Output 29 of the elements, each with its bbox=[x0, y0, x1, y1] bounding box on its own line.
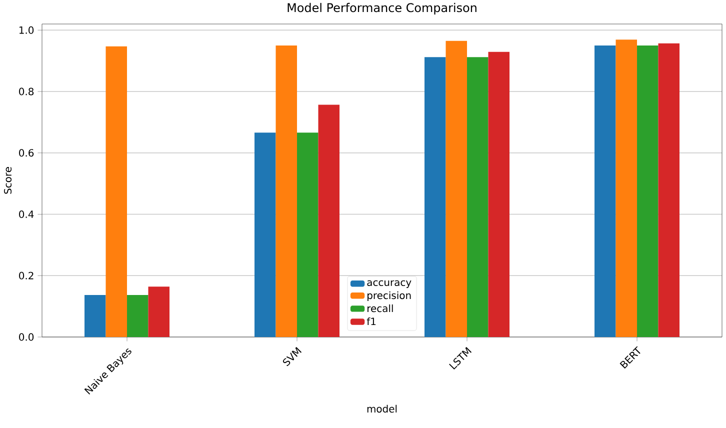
y-tick-label: 0.0 bbox=[19, 333, 34, 341]
bar bbox=[148, 286, 170, 337]
y-tick-label: 0.2 bbox=[19, 272, 34, 280]
bar bbox=[594, 45, 616, 337]
bar bbox=[424, 57, 446, 337]
bar bbox=[658, 43, 680, 337]
bar bbox=[84, 294, 106, 337]
bar bbox=[446, 40, 468, 337]
bar bbox=[616, 40, 638, 337]
legend-label: recall bbox=[368, 304, 393, 312]
bar bbox=[318, 104, 340, 337]
bar bbox=[637, 45, 658, 337]
bar bbox=[276, 45, 298, 337]
bar bbox=[106, 46, 127, 337]
bar bbox=[488, 52, 510, 337]
bar bbox=[467, 57, 488, 337]
legend-label: accuracy bbox=[367, 280, 412, 288]
y-axis-title: Score bbox=[4, 167, 12, 194]
bar bbox=[127, 294, 148, 337]
bar bbox=[254, 132, 276, 337]
y-tick-label: 1.0 bbox=[19, 26, 34, 34]
y-tick-label: 0.6 bbox=[19, 149, 34, 157]
y-tick-label: 0.4 bbox=[19, 210, 34, 218]
bar bbox=[297, 132, 318, 337]
legend-label: f1 bbox=[366, 317, 376, 326]
x-axis-title: model bbox=[367, 404, 397, 413]
y-tick-label: 0.8 bbox=[19, 88, 34, 96]
legend-label: precision bbox=[368, 291, 411, 302]
chart-title: Model Performance Comparison bbox=[288, 2, 476, 14]
